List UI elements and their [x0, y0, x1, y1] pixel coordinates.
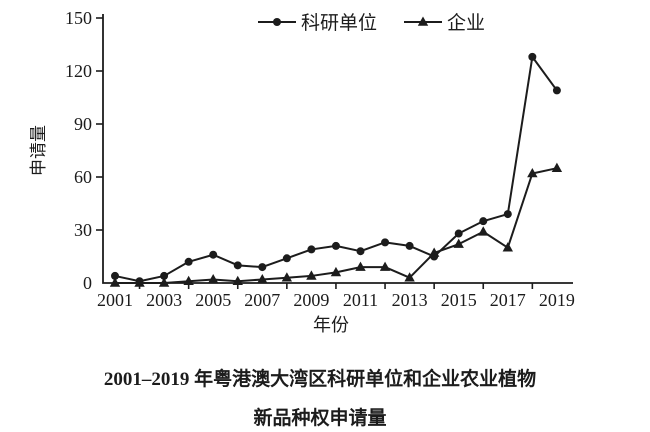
series-1-marker [381, 238, 390, 247]
caption-line-2: 新品种权申请量 [253, 408, 387, 429]
x-axis-label: 年份 [313, 315, 349, 335]
series-2-marker [478, 226, 489, 236]
series-1-marker [160, 271, 169, 280]
series-2-marker [232, 275, 243, 286]
series-2-marker [502, 242, 513, 252]
series-2-marker [428, 247, 440, 257]
chart-area: 0 30 60 90 120 150 申请量 2001 2003 2005 2007 2009 2011… [29, 8, 575, 335]
triangle-legend-marker [417, 16, 429, 26]
series-2-marker [109, 277, 121, 287]
series-2-marker [183, 275, 194, 286]
series-1-marker [552, 86, 561, 95]
line-chart: 0 30 60 90 120 150 申请量 2001 2003 2005 2007 2009 2011… [29, 8, 575, 335]
series-1-marker [405, 241, 414, 250]
y-tick-label: 150 [65, 8, 92, 28]
series-2-marker [281, 272, 293, 282]
series-1-marker [111, 271, 119, 280]
figure-caption: 2001–2019 年粤港澳大湾区科研单位和企业农业植物 新品种权申请量 [0, 360, 640, 432]
series-1-marker [331, 241, 340, 250]
circle-legend-marker [273, 18, 281, 26]
series-1-marker [233, 261, 242, 270]
series-1-marker [503, 210, 512, 219]
series-2-marker [355, 261, 366, 271]
y-tick-label: 30 [74, 220, 92, 240]
series-2-marker [158, 277, 170, 287]
series-1-marker [209, 250, 218, 259]
y-axis-label: 申请量 [29, 125, 48, 176]
x-tick-label: 2001 [97, 290, 133, 310]
y-tick-label: 0 [83, 273, 92, 293]
series-2-marker [208, 273, 219, 284]
series-1-marker [356, 247, 365, 256]
caption-line-1: 2001–2019 年粤港澳大湾区科研单位和企业农业植物 [103, 369, 537, 390]
legend-label-2: 企业 [447, 12, 485, 34]
series-2-marker [404, 272, 415, 282]
x-tick-label: 2007 [244, 290, 280, 310]
x-tick-label: 2005 [195, 290, 231, 310]
series-2-marker [306, 270, 317, 280]
series-2-marker [453, 238, 464, 248]
series-1-marker [454, 229, 463, 238]
series-1-marker [184, 257, 193, 266]
y-tick-label: 120 [65, 61, 92, 81]
series-1-marker [307, 245, 316, 254]
series-1-marker [258, 263, 267, 272]
series-2-marker [134, 277, 145, 287]
x-tick-label: 2019 [539, 290, 575, 310]
x-tick-label: 2003 [146, 290, 182, 310]
x-tick-label: 2017 [490, 290, 526, 310]
series-2-marker [551, 162, 563, 172]
series-2-marker [379, 261, 391, 271]
series-1-marker [528, 52, 537, 61]
x-tick-label: 2015 [441, 290, 477, 310]
y-tick-label: 90 [74, 114, 92, 134]
y-tick-label: 60 [74, 167, 92, 187]
x-tick-label: 2009 [293, 290, 329, 310]
axes [102, 14, 573, 284]
legend-label-1: 科研单位 [301, 12, 377, 34]
series-2-marker [527, 167, 538, 178]
series-2-marker [330, 266, 342, 277]
series-1-marker [282, 254, 291, 263]
series-2-marker [257, 273, 268, 284]
series-1-marker [479, 217, 488, 226]
x-tick-label: 2013 [392, 290, 428, 310]
x-tick-label: 2011 [343, 290, 378, 310]
